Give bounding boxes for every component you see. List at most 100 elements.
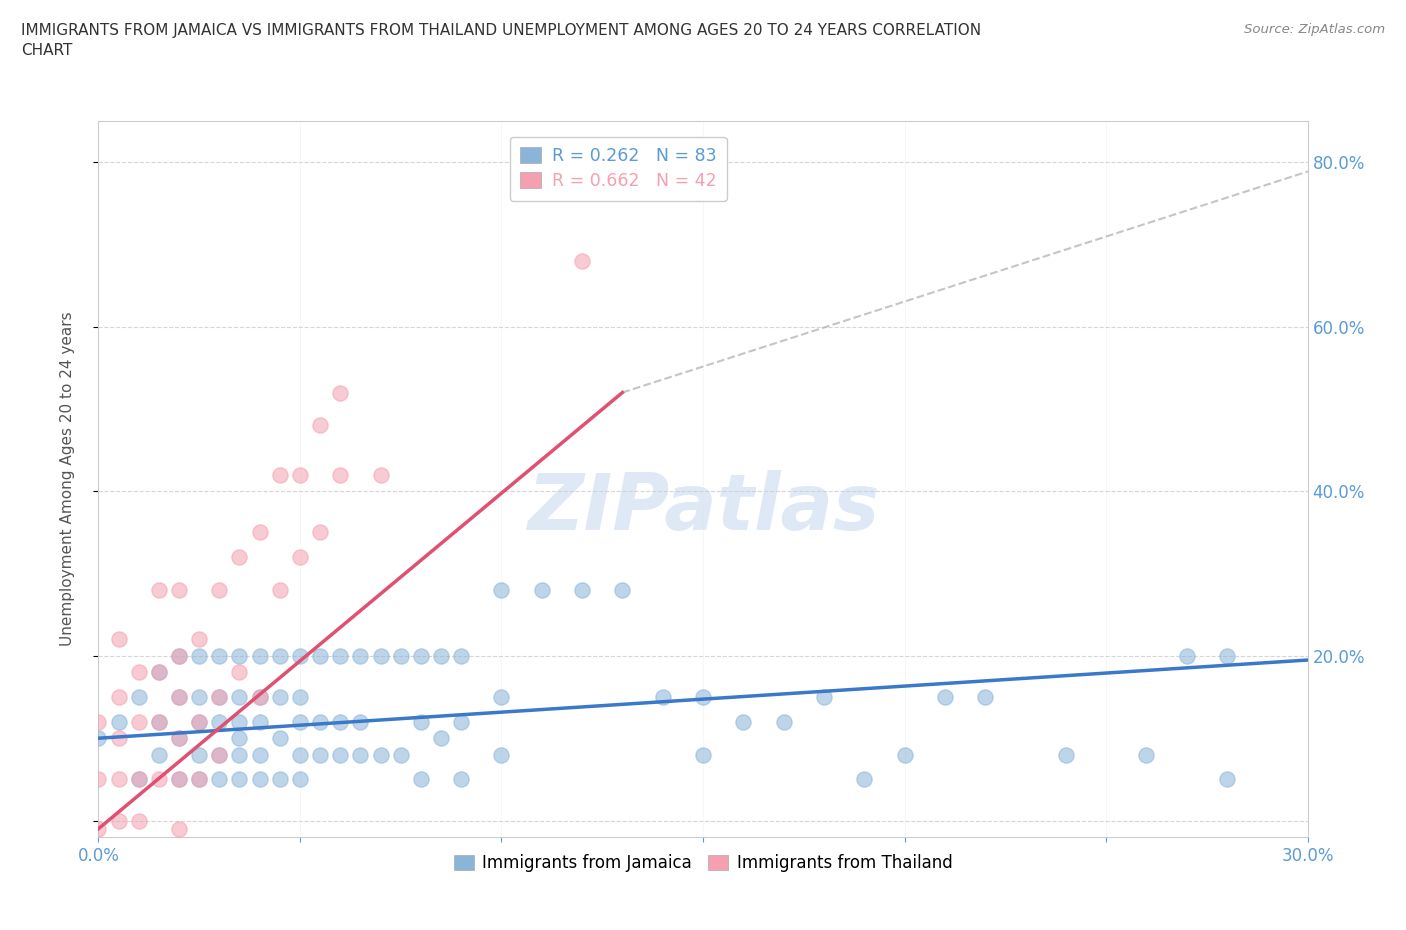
Point [167,821,190,836]
Point [228,550,250,565]
Point [87,714,110,729]
Point [370,468,392,483]
Point [309,747,332,762]
Point [733,714,755,729]
Point [188,772,211,787]
Point [167,582,190,597]
Point [148,747,170,762]
Point [208,714,231,729]
Point [249,690,271,705]
Point [450,714,472,729]
Point [329,385,352,400]
Point [450,772,472,787]
Point [1216,772,1239,787]
Point [349,648,371,663]
Point [107,632,129,647]
Point [148,665,170,680]
Point [349,714,371,729]
Point [772,714,794,729]
Point [288,714,311,729]
Point [530,582,553,597]
Point [107,690,129,705]
Point [389,648,412,663]
Point [329,747,352,762]
Point [228,747,250,762]
Point [288,550,311,565]
Point [249,772,271,787]
Point [893,747,915,762]
Point [208,772,231,787]
Point [87,821,110,836]
Point [228,665,250,680]
Point [128,714,150,729]
Point [571,253,593,268]
Point [208,648,231,663]
Point [1135,747,1157,762]
Point [167,731,190,746]
Point [148,582,170,597]
Point [370,747,392,762]
Point [249,525,271,540]
Point [228,690,250,705]
Point [491,582,513,597]
Text: ZIPatlas: ZIPatlas [527,470,879,546]
Point [491,747,513,762]
Point [349,747,371,762]
Point [269,648,291,663]
Y-axis label: Unemployment Among Ages 20 to 24 years: Unemployment Among Ages 20 to 24 years [60,312,75,646]
Point [853,772,876,787]
Point [148,665,170,680]
Point [128,772,150,787]
Point [167,731,190,746]
Point [329,468,352,483]
Point [107,731,129,746]
Point [309,714,332,729]
Point [228,772,250,787]
Point [167,648,190,663]
Point [188,714,211,729]
Point [813,690,835,705]
Point [571,582,593,597]
Point [208,747,231,762]
Point [188,772,211,787]
Point [107,813,129,828]
Point [188,690,211,705]
Point [309,648,332,663]
Point [188,648,211,663]
Point [409,714,432,729]
Point [288,468,311,483]
Point [612,582,634,597]
Point [167,648,190,663]
Point [309,418,332,432]
Point [329,648,352,663]
Point [269,731,291,746]
Point [128,665,150,680]
Point [128,690,150,705]
Point [188,632,211,647]
Point [409,648,432,663]
Point [107,772,129,787]
Point [228,714,250,729]
Point [370,648,392,663]
Point [148,714,170,729]
Point [148,772,170,787]
Point [269,468,291,483]
Text: IMMIGRANTS FROM JAMAICA VS IMMIGRANTS FROM THAILAND UNEMPLOYMENT AMONG AGES 20 T: IMMIGRANTS FROM JAMAICA VS IMMIGRANTS FR… [21,23,981,58]
Point [249,690,271,705]
Point [148,714,170,729]
Point [167,690,190,705]
Point [167,772,190,787]
Point [288,690,311,705]
Point [409,772,432,787]
Point [450,648,472,663]
Point [269,690,291,705]
Point [87,731,110,746]
Point [228,731,250,746]
Point [692,690,714,705]
Point [188,714,211,729]
Point [128,772,150,787]
Point [288,747,311,762]
Point [430,731,453,746]
Point [651,690,673,705]
Point [974,690,997,705]
